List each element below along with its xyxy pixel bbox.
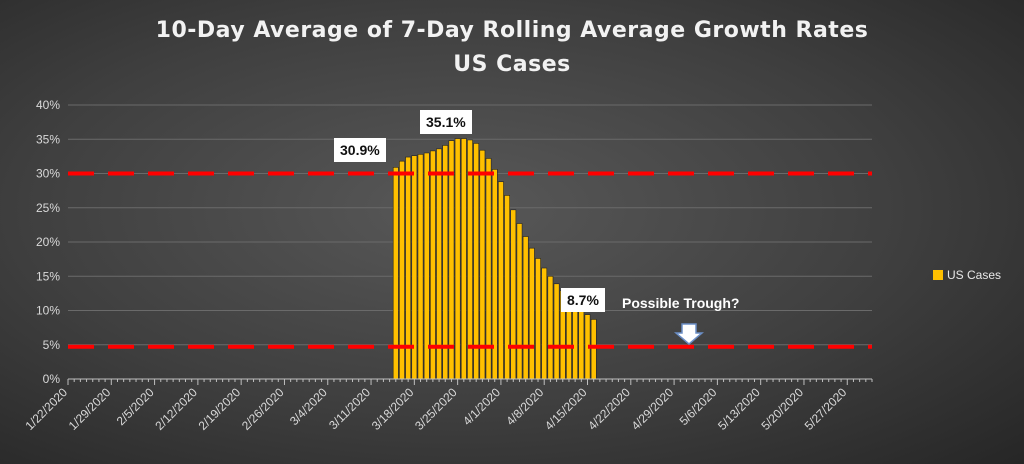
- y-tick-label: 20%: [36, 235, 60, 249]
- y-tick-label: 0%: [43, 372, 61, 386]
- legend: US Cases: [933, 268, 1001, 282]
- y-tick-label: 35%: [36, 132, 60, 146]
- bar: [547, 275, 554, 380]
- x-tick-label: 5/20/2020: [758, 385, 806, 433]
- y-tick-label: 5%: [43, 338, 61, 352]
- bar: [553, 283, 560, 380]
- callout-peak: 35.1%: [420, 110, 472, 134]
- bar: [417, 154, 424, 380]
- chart-title: 10-Day Average of 7-Day Rolling Average …: [155, 18, 869, 43]
- bar: [448, 140, 455, 380]
- x-tick-label: 4/22/2020: [585, 385, 633, 433]
- y-tick-label: 15%: [36, 269, 60, 283]
- x-tick-label: 2/12/2020: [152, 385, 200, 433]
- bar: [473, 143, 480, 380]
- x-tick-label: 3/4/2020: [287, 385, 330, 428]
- x-tick-label: 5/27/2020: [802, 385, 850, 433]
- bar: [429, 150, 436, 380]
- callout-latest: 8.7%: [561, 288, 605, 312]
- bar: [454, 138, 461, 380]
- bar: [535, 258, 541, 380]
- bar: [510, 209, 517, 380]
- x-tick-label: 4/29/2020: [629, 385, 677, 433]
- x-tick-label: 3/25/2020: [412, 385, 460, 433]
- y-tick-label: 25%: [36, 201, 60, 215]
- x-tick-label: 4/1/2020: [460, 385, 503, 428]
- bar: [460, 138, 467, 380]
- bar: [498, 181, 504, 380]
- bar: [572, 304, 579, 380]
- bar: [479, 149, 486, 380]
- x-tick-label: 2/26/2020: [239, 385, 287, 433]
- down-arrow-icon: [674, 323, 704, 345]
- legend-swatch: [933, 270, 943, 280]
- x-tick-label: 3/18/2020: [369, 385, 417, 433]
- y-tick-label: 30%: [36, 167, 60, 181]
- annotation-text: Possible Trough?: [622, 295, 740, 311]
- x-tick-label: 2/19/2020: [196, 385, 244, 433]
- callout-start: 30.9%: [334, 138, 386, 162]
- bar: [541, 267, 548, 380]
- bar: [516, 223, 523, 380]
- bar: [522, 236, 529, 380]
- x-tick-label: 5/6/2020: [677, 385, 720, 428]
- bar: [467, 139, 473, 380]
- bar: [578, 309, 585, 380]
- y-tick-label: 40%: [36, 98, 60, 112]
- bar: [590, 319, 597, 380]
- bar: [528, 247, 535, 380]
- legend-label: US Cases: [947, 268, 1002, 282]
- x-tick-label: 4/15/2020: [542, 385, 590, 433]
- y-tick-label: 10%: [36, 304, 60, 318]
- x-tick-label: 4/8/2020: [503, 385, 546, 428]
- bar: [442, 145, 449, 380]
- x-tick-label: 3/11/2020: [326, 385, 373, 432]
- bar: [504, 195, 510, 380]
- chart-subtitle: US Cases: [453, 52, 571, 77]
- x-tick-label: 2/5/2020: [114, 385, 157, 428]
- x-tick-label: 5/13/2020: [715, 385, 763, 433]
- x-tick-label: 1/22/2020: [22, 385, 70, 433]
- x-tick-label: 1/29/2020: [66, 385, 114, 433]
- bar: [436, 148, 442, 380]
